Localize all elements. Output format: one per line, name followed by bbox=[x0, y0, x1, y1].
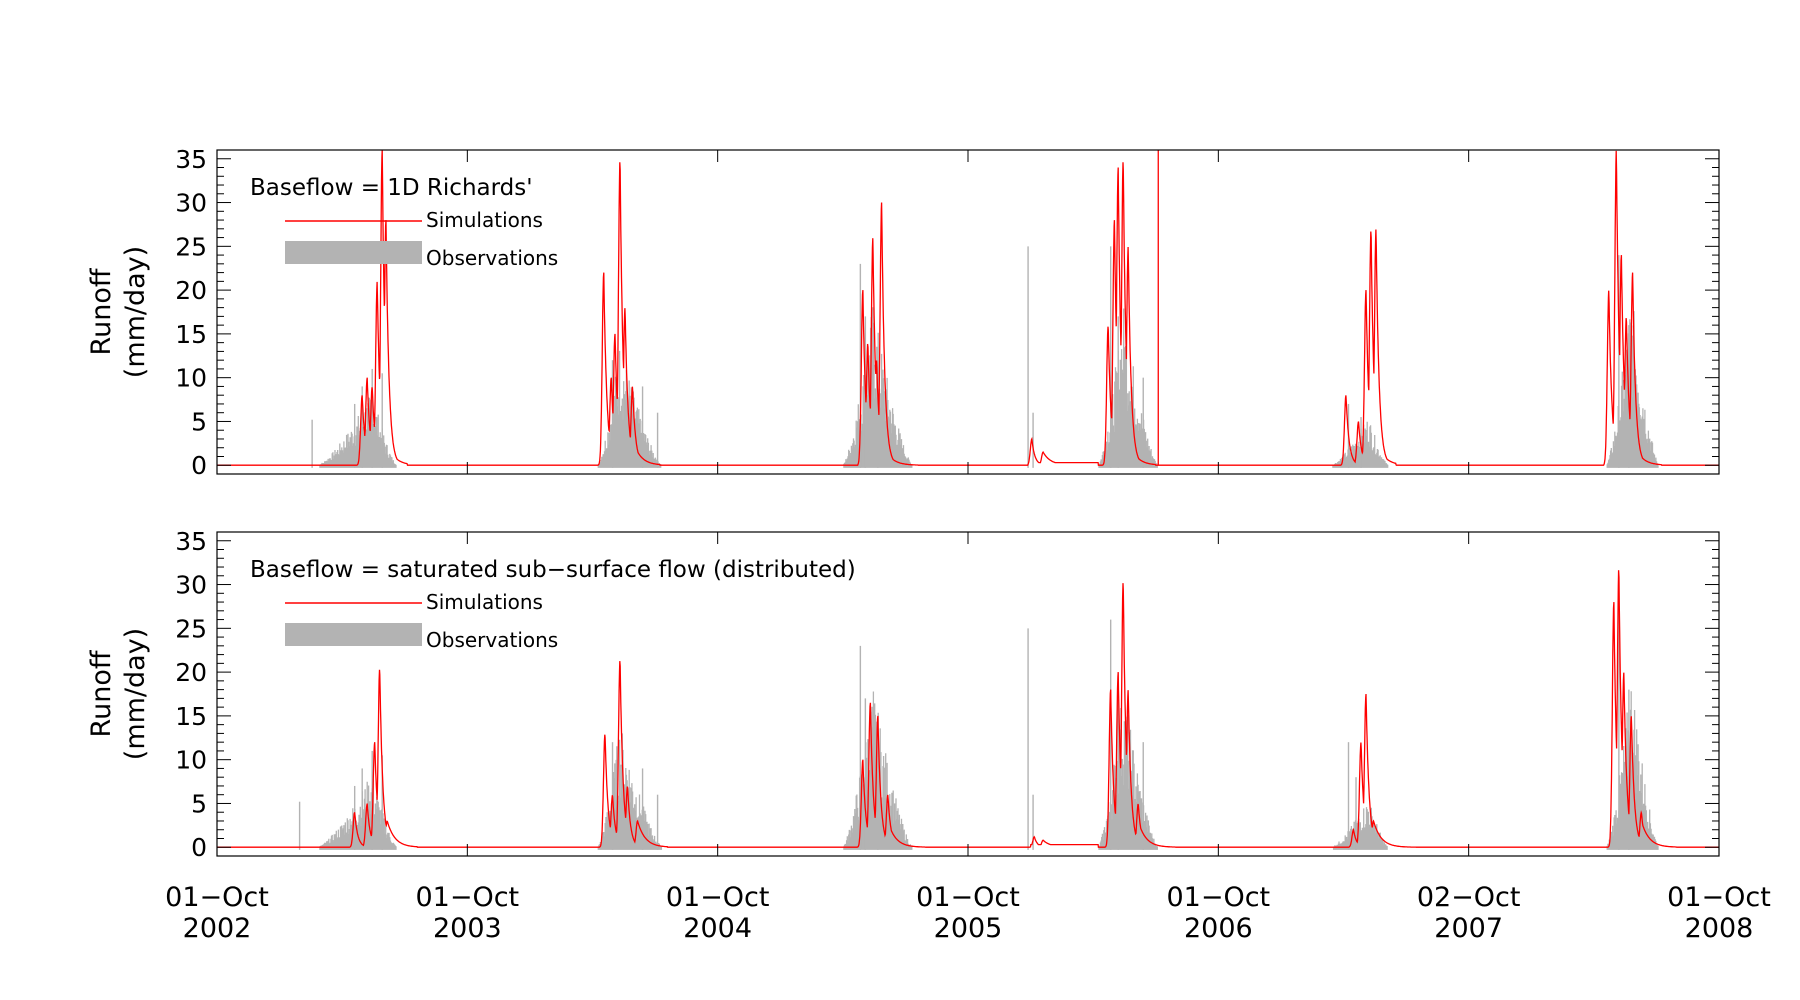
y-tick-label: 35 bbox=[175, 527, 207, 556]
y-tick-label: 5 bbox=[191, 407, 207, 436]
x-tick-label-day: 01−Oct bbox=[916, 882, 1020, 913]
panel-top: 0 5 10 15 20 25 30 35 Runoff (mm/day) Baseflow = 1… bbox=[86, 145, 1720, 480]
y-tick-label: 30 bbox=[175, 571, 207, 600]
x-tick-label-day: 01−Oct bbox=[1667, 882, 1771, 913]
observation-bars bbox=[319, 691, 1659, 850]
x-tick-label-year: 2005 bbox=[934, 913, 1003, 944]
x-tick-label-year: 2004 bbox=[683, 913, 752, 944]
y-tick-label: 10 bbox=[175, 746, 207, 775]
x-axis-tick-labels: 01−Oct200201−Oct200301−Oct200401−Oct2005… bbox=[165, 882, 1771, 944]
legend-observations-swatch bbox=[285, 241, 422, 264]
panel-annotation: Baseflow = saturated sub−surface flow (d… bbox=[250, 557, 856, 583]
panel-bottom: 0 5 10 15 20 25 30 35 Runoff (mm/day) Baseflow = s… bbox=[86, 527, 1720, 862]
y-tick-label: 0 bbox=[191, 451, 207, 480]
observation-bars bbox=[319, 307, 1659, 468]
y-tick-label: 10 bbox=[175, 364, 207, 393]
legend-observations-label: Observations bbox=[426, 246, 558, 270]
y-tick-label: 20 bbox=[175, 276, 207, 305]
x-tick-label-day: 01−Oct bbox=[666, 882, 770, 913]
x-tick-label-day: 01−Oct bbox=[1166, 882, 1270, 913]
x-tick-label-year: 2007 bbox=[1434, 913, 1503, 944]
y-tick-label: 20 bbox=[175, 658, 207, 687]
y-axis: 0 5 10 15 20 25 30 35 bbox=[175, 527, 1719, 862]
y-axis-label: Runoff (mm/day) bbox=[86, 246, 151, 378]
x-tick-label-year: 2003 bbox=[433, 913, 502, 944]
x-tick-label-day: 01−Oct bbox=[415, 882, 519, 913]
legend-simulations-label: Simulations bbox=[426, 208, 543, 232]
y-tick-label: 0 bbox=[191, 833, 207, 862]
x-tick-label-day: 02−Oct bbox=[1417, 882, 1521, 913]
y-tick-label: 15 bbox=[175, 702, 207, 731]
observations-series bbox=[311, 246, 1659, 468]
x-tick-label-year: 2006 bbox=[1184, 913, 1253, 944]
legend-simulations-label: Simulations bbox=[426, 590, 543, 614]
x-tick-label-day: 01−Oct bbox=[165, 882, 269, 913]
y-tick-label: 15 bbox=[175, 320, 207, 349]
y-tick-label: 25 bbox=[175, 614, 207, 643]
y-tick-label: 25 bbox=[175, 232, 207, 261]
y-tick-label: 35 bbox=[175, 145, 207, 174]
legend: Simulations Observations bbox=[285, 208, 558, 270]
y-axis-label: Runoff (mm/day) bbox=[86, 628, 151, 760]
panel-annotation: Baseflow = 1D Richards' bbox=[250, 175, 533, 201]
y-tick-label: 30 bbox=[175, 189, 207, 218]
x-tick-label-year: 2008 bbox=[1685, 913, 1754, 944]
y-tick-label: 5 bbox=[191, 789, 207, 818]
y-axis: 0 5 10 15 20 25 30 35 bbox=[175, 145, 1719, 480]
x-tick-label-year: 2002 bbox=[183, 913, 252, 944]
legend-observations-swatch bbox=[285, 623, 422, 646]
legend-observations-label: Observations bbox=[426, 628, 558, 652]
legend: Simulations Observations bbox=[285, 590, 558, 652]
